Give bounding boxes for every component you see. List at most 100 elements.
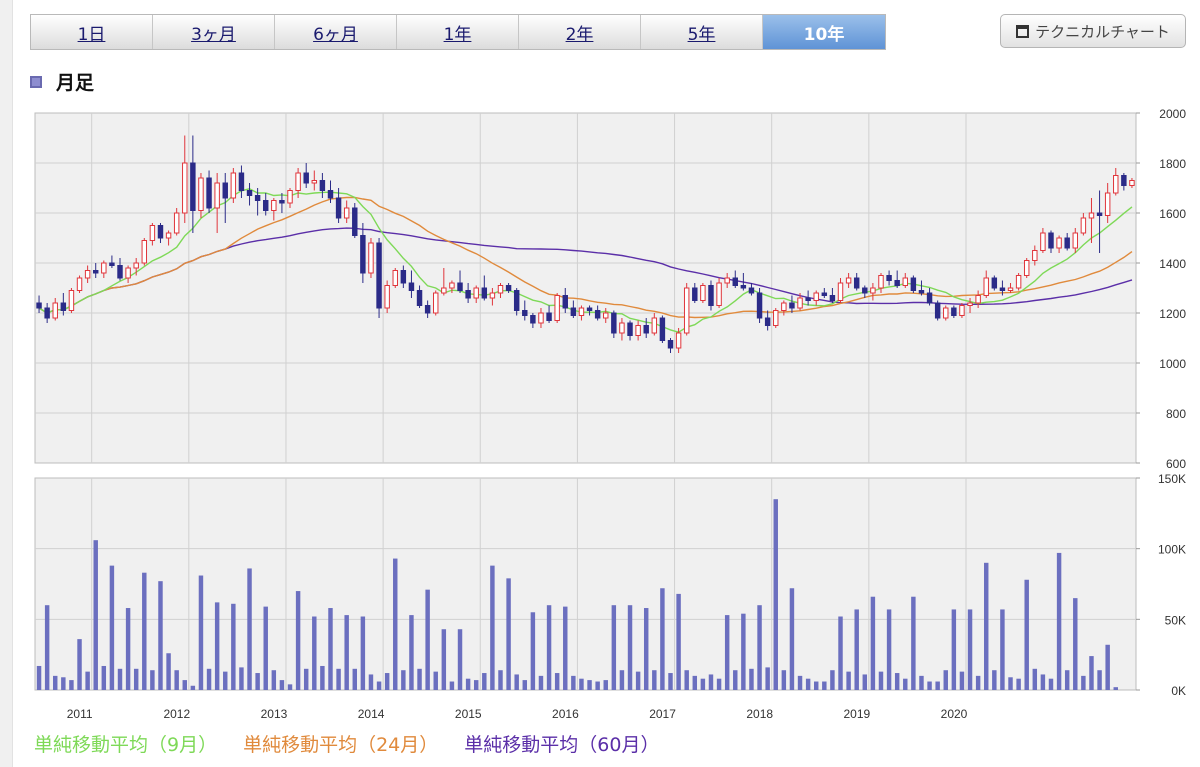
candle-body bbox=[392, 270, 398, 286]
candle-body bbox=[246, 190, 253, 196]
candle-body bbox=[562, 295, 568, 309]
volume-bar bbox=[571, 675, 576, 690]
candle-body bbox=[1129, 180, 1135, 186]
candle-body bbox=[878, 275, 884, 289]
price-tick-label: 1000 bbox=[1159, 357, 1186, 371]
technical-chart-button[interactable]: テクニカルチャート bbox=[1000, 14, 1186, 48]
candle-body bbox=[319, 180, 326, 191]
period-tab-1[interactable]: 3ヶ月 bbox=[153, 15, 275, 49]
candle-body bbox=[1040, 232, 1046, 251]
candle-body bbox=[611, 312, 617, 334]
period-tab-5[interactable]: 5年 bbox=[641, 15, 763, 49]
volume-bar bbox=[506, 578, 511, 690]
x-tick-label: 2020 bbox=[941, 707, 968, 721]
technical-chart-label: テクニカルチャート bbox=[1035, 22, 1170, 41]
volume-bar bbox=[150, 670, 155, 690]
candle-body bbox=[1056, 237, 1062, 249]
volume-bar bbox=[1097, 670, 1102, 690]
candle-body bbox=[918, 290, 925, 294]
volume-bar bbox=[1008, 677, 1013, 690]
candle-body bbox=[513, 290, 520, 311]
volume-bar bbox=[530, 612, 536, 690]
volume-bar bbox=[935, 681, 940, 690]
candle-body bbox=[279, 200, 285, 204]
candle-body bbox=[505, 285, 512, 291]
volume-bar bbox=[992, 670, 997, 690]
candle-body bbox=[910, 277, 917, 291]
candle-body bbox=[740, 285, 747, 289]
candle-body bbox=[821, 292, 828, 296]
volume-bar bbox=[1016, 678, 1021, 690]
volume-bar bbox=[417, 668, 422, 690]
volume-bar bbox=[409, 615, 414, 690]
candle-body bbox=[327, 190, 334, 199]
candle-body bbox=[999, 287, 1006, 291]
price-tick-label: 1400 bbox=[1159, 257, 1186, 271]
legend-ma9: 単純移動平均（9月） bbox=[34, 734, 218, 756]
volume-bar bbox=[700, 678, 706, 690]
volume-bar bbox=[668, 673, 673, 690]
period-tab-3[interactable]: 1年 bbox=[397, 15, 519, 49]
volume-bar bbox=[975, 675, 981, 690]
volume-bar bbox=[109, 565, 115, 690]
volume-tick-label: 150K bbox=[1158, 472, 1186, 486]
candle-body bbox=[416, 290, 423, 306]
candle-body bbox=[853, 277, 860, 289]
volume-bar bbox=[117, 668, 123, 690]
candle-body bbox=[773, 310, 779, 326]
candle-body bbox=[943, 307, 949, 319]
volume-bar bbox=[652, 670, 657, 690]
candle-body bbox=[173, 212, 180, 234]
candle-body bbox=[133, 262, 139, 269]
candle-body bbox=[311, 180, 318, 184]
period-tab-4[interactable]: 2年 bbox=[519, 15, 641, 49]
volume-bar bbox=[619, 670, 625, 690]
period-tab-2[interactable]: 6ヶ月 bbox=[275, 15, 397, 49]
volume-bar bbox=[490, 565, 495, 690]
volume-bar bbox=[441, 629, 447, 690]
candle-body bbox=[756, 292, 763, 319]
volume-bar bbox=[1032, 668, 1038, 690]
volume-tick-label: 0K bbox=[1171, 684, 1186, 698]
candle-body bbox=[651, 317, 658, 334]
volume-bar bbox=[85, 671, 90, 690]
volume-bar bbox=[482, 673, 487, 690]
volume-bar bbox=[223, 671, 228, 690]
volume-bar bbox=[198, 575, 204, 690]
candle-body bbox=[44, 307, 50, 319]
volume-bar bbox=[813, 681, 819, 690]
volume-bar bbox=[627, 605, 633, 690]
volume-bar bbox=[1113, 687, 1118, 690]
volume-bar bbox=[984, 562, 989, 690]
volume-bar bbox=[465, 678, 471, 690]
volume-bar bbox=[247, 568, 252, 690]
candle-body bbox=[271, 200, 277, 211]
period-tab-6[interactable]: 10年 bbox=[763, 15, 885, 49]
candle-body bbox=[1072, 232, 1079, 249]
candle-body bbox=[1023, 260, 1030, 276]
period-tabs: 1日 3ヶ月 6ヶ月 1年 2年 5年 10年 bbox=[30, 14, 886, 50]
volume-bar bbox=[862, 674, 868, 690]
legend-ma24: 単純移動平均（24月） bbox=[243, 734, 439, 756]
candle-body bbox=[1113, 175, 1119, 194]
volume-bar bbox=[781, 670, 787, 690]
volume-bar bbox=[870, 596, 876, 690]
candle-body bbox=[983, 277, 989, 296]
volume-bar bbox=[77, 639, 82, 690]
candle-body bbox=[659, 317, 666, 341]
volume-bar bbox=[287, 684, 293, 690]
candle-body bbox=[870, 287, 876, 294]
price-panel bbox=[34, 112, 1137, 464]
candle-body bbox=[781, 302, 787, 311]
volume-bar bbox=[295, 591, 301, 690]
candle-body bbox=[473, 287, 479, 299]
candle-body bbox=[190, 162, 196, 211]
candle-body bbox=[1088, 212, 1095, 219]
volume-bar bbox=[206, 668, 212, 690]
volume-bar bbox=[546, 605, 552, 690]
candle-body bbox=[1007, 287, 1014, 291]
period-tab-0[interactable]: 1日 bbox=[31, 15, 153, 49]
candle-body bbox=[813, 292, 819, 301]
volume-bar bbox=[684, 670, 689, 690]
candle-body bbox=[101, 262, 107, 274]
